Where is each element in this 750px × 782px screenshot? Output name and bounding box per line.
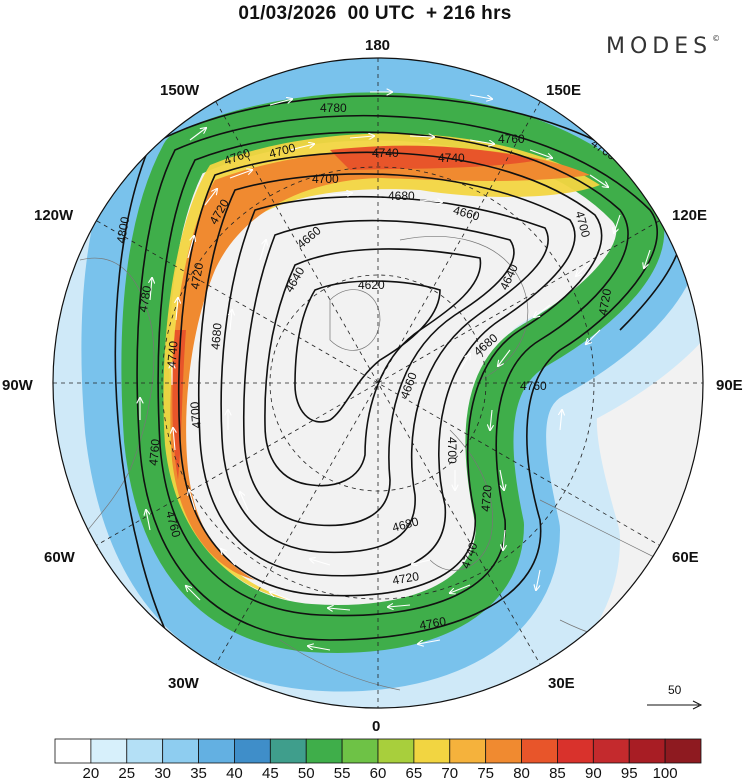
map-border xyxy=(52,57,704,709)
wind-band-yellow xyxy=(163,133,600,600)
colorbar-tick-label: 65 xyxy=(405,765,423,782)
label-4700: 4700 xyxy=(445,437,459,464)
label-4740: 4740 xyxy=(372,146,399,160)
chart-title: 01/03/2026 00 UTC + 216 hrs xyxy=(238,3,512,24)
colorbar-swatch xyxy=(628,738,666,764)
colorbar-swatch xyxy=(341,738,379,764)
label-4620: 4620 xyxy=(358,278,385,292)
colorbar-swatch xyxy=(557,738,594,764)
colorbar-swatch xyxy=(269,738,307,764)
lon-120e: 120E xyxy=(672,207,707,224)
label-4760: 4760 xyxy=(520,379,547,393)
lon-30e: 30E xyxy=(548,675,575,692)
colorbar-swatch xyxy=(485,738,522,764)
colorbar-tick-label: 20 xyxy=(82,765,100,782)
colorbar-swatch xyxy=(90,738,128,764)
wind-band-green xyxy=(121,92,665,653)
label-4760: 4760 xyxy=(146,438,162,466)
label-4720: 4720 xyxy=(596,287,614,316)
colorbar-swatch xyxy=(449,738,487,764)
label-4700: 4700 xyxy=(187,401,203,429)
contour-labels: 4800 4780 4780 4760 4760 4760 4760 4760 … xyxy=(114,101,619,633)
colorbar-tick-label: 75 xyxy=(477,765,494,782)
colorbar-tick-label: 85 xyxy=(549,765,566,782)
label-4680: 4680 xyxy=(208,322,224,350)
colorbar-tick-label: 30 xyxy=(154,765,171,782)
lon-60e: 60E xyxy=(672,549,699,566)
contour-4640 xyxy=(264,248,482,487)
contour-4720 xyxy=(177,151,603,597)
colorbar-swatch xyxy=(126,738,164,764)
lon-60w: 60W xyxy=(44,549,76,566)
contour-4660 xyxy=(242,219,515,527)
colorbar-tick-label: 45 xyxy=(261,765,279,782)
colorbar-tick-label: 25 xyxy=(118,765,136,782)
contour-4740 xyxy=(157,131,629,617)
lon-0: 0 xyxy=(372,718,380,735)
colorbar-tick-label: 70 xyxy=(441,765,459,782)
label-4740: 4740 xyxy=(164,340,180,368)
longitude-labels: 180 150W 150E 120W 120E 90W 90E 60W 60E … xyxy=(2,37,743,735)
lon-150w: 150W xyxy=(160,82,200,99)
colorbar-tick-label: 90 xyxy=(584,765,602,782)
label-4700: 4700 xyxy=(573,209,594,239)
colorbar-swatch xyxy=(521,738,558,764)
colorbar-tick-label: 60 xyxy=(369,765,387,782)
label-4780: 4780 xyxy=(136,284,154,313)
graticule xyxy=(53,58,703,708)
colorbar-tick-label: 50 xyxy=(297,765,315,782)
brand-name: MODES xyxy=(606,34,713,59)
contour-4800 xyxy=(114,149,171,641)
label-4760: 4760 xyxy=(418,614,447,632)
contour-4760 xyxy=(136,114,658,641)
copyright-mark: © xyxy=(712,34,721,43)
label-4700: 4700 xyxy=(268,140,298,161)
label-4720: 4720 xyxy=(478,484,494,512)
colorbar-tick-label: 100 xyxy=(652,765,678,782)
colorbar xyxy=(54,738,702,764)
label-4760: 4760 xyxy=(498,132,525,146)
brand-logo: MODES© xyxy=(606,34,720,59)
label-4800: 4800 xyxy=(114,215,132,244)
lon-30w: 30W xyxy=(168,675,200,692)
colorbar-swatch xyxy=(305,738,343,764)
colorbar-swatch xyxy=(664,738,702,764)
lon-150e: 150E xyxy=(546,82,581,99)
label-4720: 4720 xyxy=(391,569,420,587)
contour-4620 xyxy=(294,280,441,423)
colorbar-swatch xyxy=(377,738,415,764)
label-4740: 4740 xyxy=(438,151,465,165)
colorbar-swatch xyxy=(234,738,271,764)
colorbar-swatch xyxy=(592,738,630,764)
wind-vectors xyxy=(140,92,651,651)
reference-vector-arrow xyxy=(647,700,703,710)
colorbar-tick-label: 55 xyxy=(333,765,351,782)
colorbar-tick-label: 80 xyxy=(513,765,530,782)
lon-90e: 90E xyxy=(716,377,743,394)
contour-4700 xyxy=(197,173,576,577)
colorbar-tick-label: 40 xyxy=(226,765,243,782)
label-4680: 4680 xyxy=(391,514,421,535)
label-4720: 4720 xyxy=(188,261,206,290)
label-4660: 4660 xyxy=(452,203,482,224)
contour-4680 xyxy=(220,195,549,554)
label-4700: 4700 xyxy=(312,172,339,186)
colorbar-swatch xyxy=(198,738,235,764)
lon-180: 180 xyxy=(365,37,390,54)
label-4780: 4780 xyxy=(320,101,347,115)
colorbar-swatch xyxy=(413,738,451,764)
colorbar-swatch xyxy=(54,738,92,764)
colorbar-tick-label: 95 xyxy=(620,765,638,782)
colorbar-tick-label: 35 xyxy=(190,765,207,782)
label-4680: 4680 xyxy=(388,189,415,203)
lon-120w: 120W xyxy=(34,207,74,224)
label-4760: 4760 xyxy=(163,509,184,539)
reference-vector-value: 50 xyxy=(668,683,682,697)
height-contours xyxy=(114,95,685,641)
colorbar-swatch xyxy=(162,738,199,764)
lon-90w: 90W xyxy=(2,377,34,394)
